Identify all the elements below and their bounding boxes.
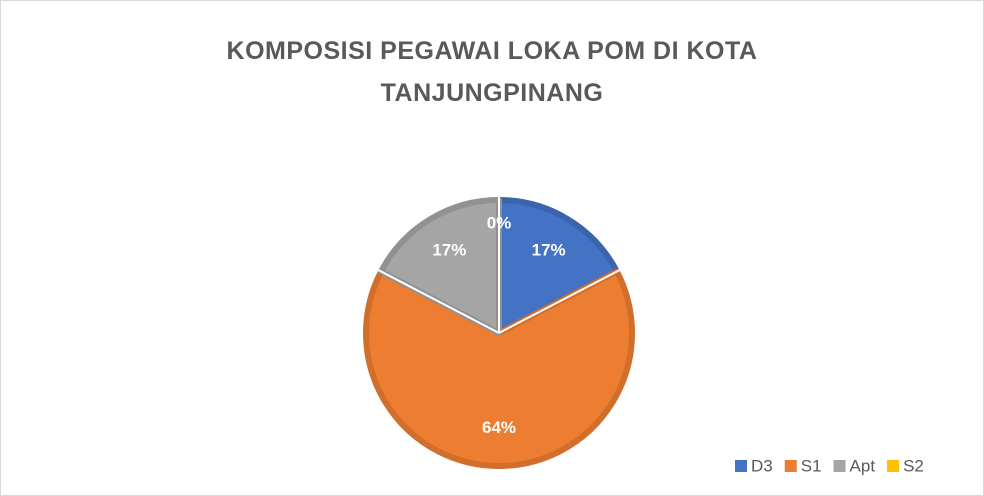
legend-label: Apt xyxy=(850,456,876,475)
legend-swatch xyxy=(887,460,900,472)
legend-label: S1 xyxy=(801,456,822,475)
legend-swatch xyxy=(735,460,747,472)
legend-label: S2 xyxy=(903,456,924,475)
pie-slice xyxy=(363,268,635,469)
legend-swatch xyxy=(784,460,797,472)
chart-title: KOMPOSISI PEGAWAI LOKA POM DI KOTA TANJU… xyxy=(226,37,758,107)
legend-swatch xyxy=(833,460,846,472)
slice-separator xyxy=(377,269,500,334)
pie-slice xyxy=(496,197,620,336)
pie-slice xyxy=(378,197,502,336)
slice-separator xyxy=(498,269,621,334)
data-label: 17% xyxy=(432,241,466,260)
data-label: 64% xyxy=(482,418,516,437)
legend-label: D3 xyxy=(751,456,773,475)
data-label: 17% xyxy=(532,241,566,260)
